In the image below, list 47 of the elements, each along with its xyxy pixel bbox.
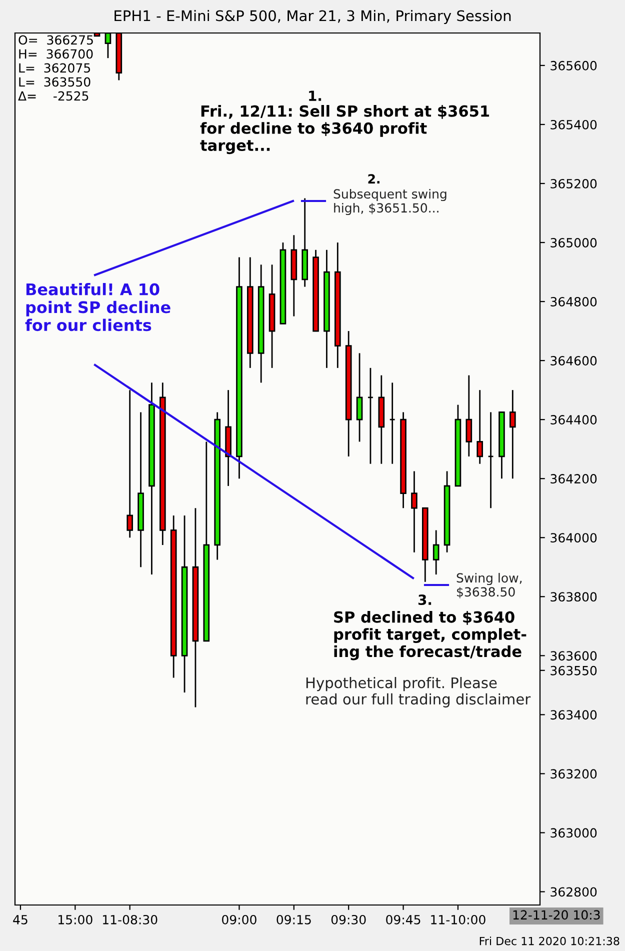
candlestick	[126, 389, 133, 538]
x-tick-label: 09:45	[386, 914, 420, 924]
y-tick-label: 364800	[550, 297, 597, 306]
annotation: Fri., 12/11: Sell SP short at $3651 for decline to $3640 profit target...	[200, 105, 490, 154]
y-tick-label: 363400	[550, 710, 597, 720]
y-tick-label: 364200	[550, 474, 597, 484]
annotation: 1.	[309, 90, 322, 101]
annotation: Beautiful! A 10 point SP decline for our clients	[25, 283, 170, 332]
annotation: Hypothetical profit. Please read our full trading disclaimer	[306, 677, 531, 708]
y-tick-label: 362800	[550, 887, 597, 897]
text: 12-11-20 10:3	[513, 910, 600, 920]
y-tick-label: 365400	[550, 120, 597, 130]
annotation: SP declined to $3640 profit target, complet- ing the forecast/trade	[334, 611, 526, 660]
candlestick	[488, 412, 494, 509]
x-tick-label: 09:00	[222, 914, 256, 924]
candlestick	[432, 530, 440, 576]
candlestick	[367, 367, 374, 465]
y-tick-label: 364400	[550, 415, 597, 424]
y-tick-label: 363600	[550, 651, 597, 661]
candlestick	[466, 374, 472, 458]
x-tick-label: 11-08:30	[102, 914, 158, 924]
annotation: 2.	[368, 174, 380, 184]
candlestick	[411, 470, 418, 554]
annotation: Subsequent swing high, $3651.50...	[334, 188, 446, 216]
y-tick-label: 365200	[550, 178, 597, 188]
candlestick	[476, 389, 483, 465]
annotation: Swing low, $3638.50	[456, 572, 522, 598]
x-tick-label: 11-10:00	[431, 914, 486, 924]
y-tick-label: 363000	[550, 828, 597, 838]
y-tick-label: 365600	[550, 60, 597, 70]
x-tick-label: 09:30	[331, 914, 366, 924]
candlestick	[356, 352, 363, 442]
x-tick-label: 15:00	[58, 914, 92, 924]
candlestick	[510, 389, 516, 480]
y-tick-label: 363200	[550, 769, 597, 779]
x-tick-label: 45	[13, 915, 28, 924]
y-tick-label: 363550	[550, 666, 597, 676]
candlestick	[389, 382, 396, 465]
y-tick-label: 363800	[550, 592, 597, 602]
y-tick-label: 364000	[550, 533, 597, 543]
x-tick-label: 09:15	[276, 914, 311, 924]
chart-title: EPH1 - E-Mini S&P 500, Mar 21, 3 Min, Primary Session	[114, 10, 511, 24]
y-tick-label: 365000	[550, 238, 597, 248]
annotation: O= 366275 H= 366700 L= 362075 L= 363550 Δ= -2525	[18, 35, 93, 101]
y-tick-label: 364600	[550, 356, 597, 366]
annotation: 3.	[418, 594, 432, 606]
text: Fri Dec 11 2020 10:21:38	[480, 936, 620, 946]
